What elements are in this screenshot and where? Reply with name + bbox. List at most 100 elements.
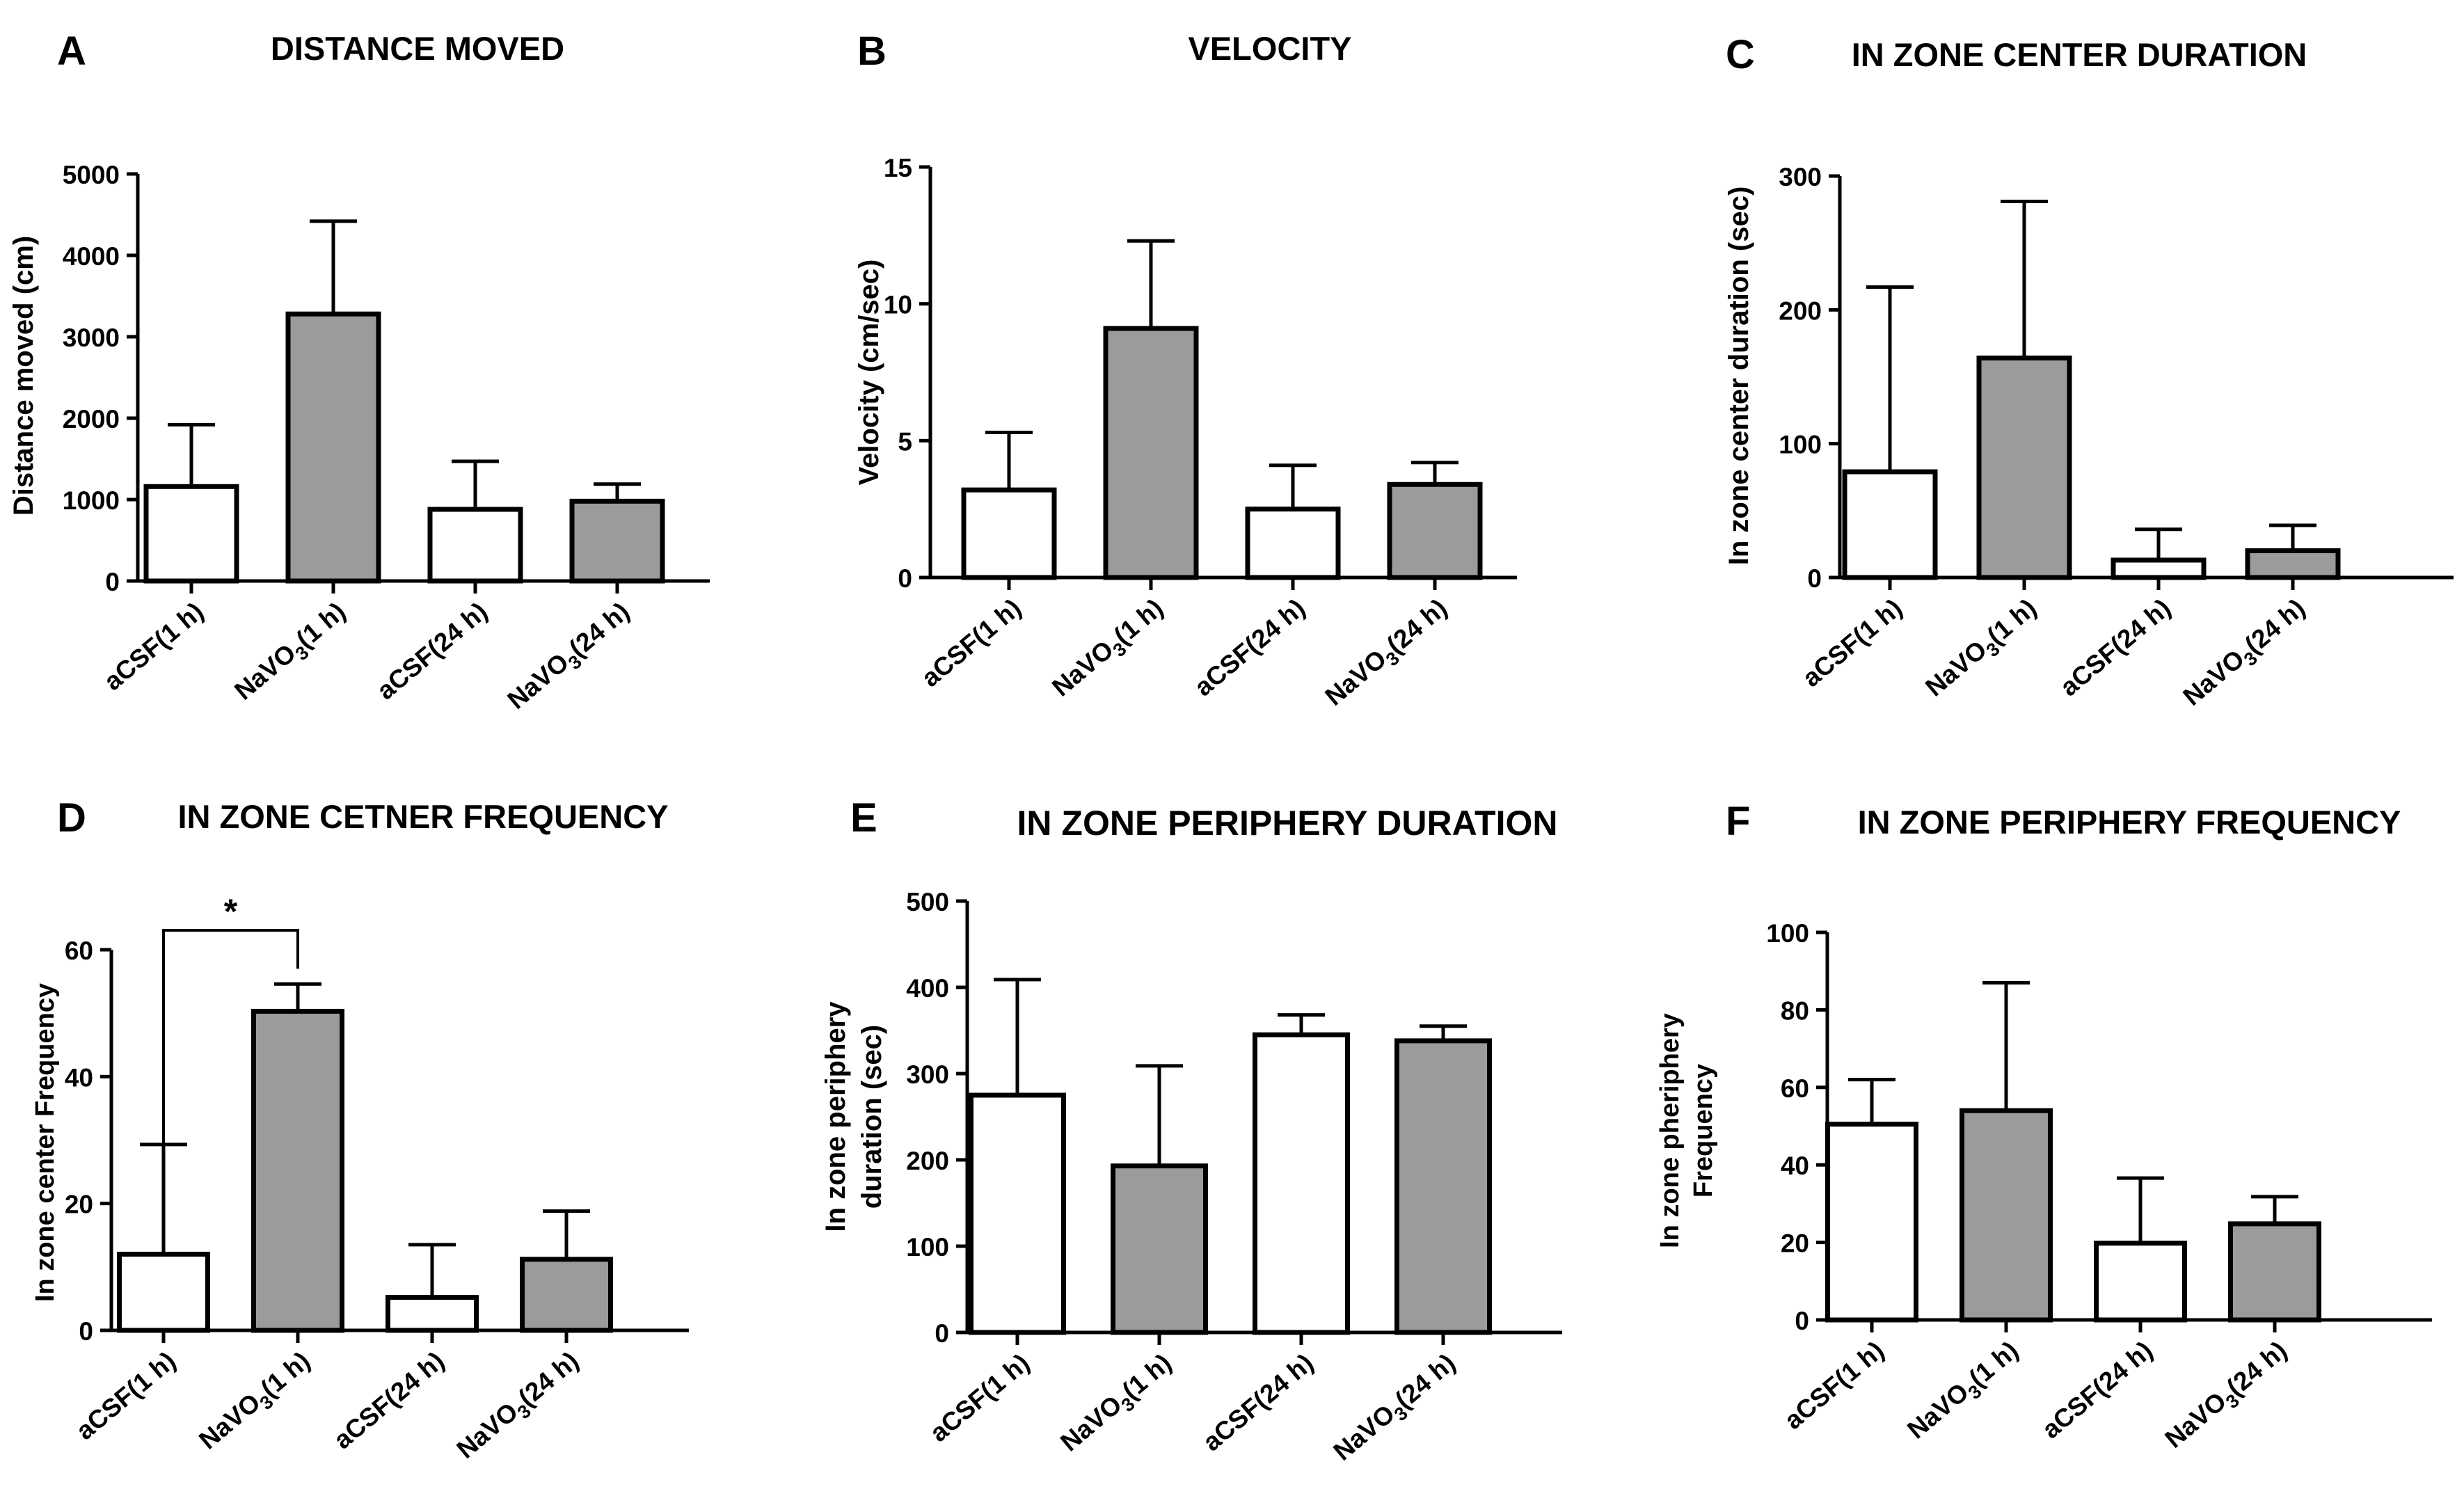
y-tick-label: 10: [884, 291, 912, 319]
panel-letter: E: [850, 795, 877, 841]
y-tick-label: 100: [1766, 919, 1809, 948]
x-tick-label: NaVO3(1 h): [193, 1346, 319, 1459]
chart-title: IN ZONE PERIPHERY DURATION: [1017, 804, 1558, 843]
x-tick-label: aCSF(24 h): [328, 1346, 450, 1455]
y-tick-label: 2000: [63, 405, 120, 433]
y-tick-label: 0: [79, 1317, 93, 1346]
chart-panel-a: A DISTANCE MOVED Distance moved (cm) 0 1000 2…: [8, 29, 710, 719]
bar: [969, 1092, 1066, 1335]
bar: [1111, 1163, 1208, 1335]
chart-title: DISTANCE MOVED: [271, 30, 564, 67]
y-tick-label: 200: [1779, 296, 1822, 325]
bar: [2228, 1221, 2321, 1323]
y-tick-label: 40: [65, 1063, 93, 1092]
bar: [1842, 469, 1938, 580]
bar: [569, 498, 665, 584]
y-tick-label: 100: [1779, 431, 1822, 459]
chart-panel-c: C IN ZONE CENTER DURATION In zone center d…: [1724, 32, 2454, 715]
x-tick-label: NaVO3(24 h): [2177, 594, 2314, 715]
bar: [1245, 507, 1341, 580]
y-axis-label: Distance moved (cm): [8, 236, 39, 516]
chart-panel-d: D IN ZONE CETNER FREQUENCY In zone center …: [31, 795, 689, 1468]
bar: [1825, 1122, 1918, 1323]
x-tick-label: NaVO3(1 h): [1920, 594, 2045, 706]
y-tick-label: 40: [1781, 1152, 1809, 1180]
y-axis-label: Frequency: [1689, 1064, 1718, 1197]
y-tick-label: 0: [935, 1319, 949, 1348]
y-axis-label: In zone periphery: [820, 1001, 851, 1232]
y-tick-label: 60: [65, 937, 93, 965]
x-tick-label: aCSF(24 h): [2037, 1336, 2158, 1444]
chart-title: IN ZONE CENTER DURATION: [1852, 36, 2307, 73]
y-tick-label: 0: [1795, 1307, 1809, 1335]
y-tick-label: 0: [105, 568, 120, 596]
bar: [427, 507, 523, 584]
bar: [1253, 1032, 1350, 1335]
y-tick-label: 4000: [63, 242, 120, 271]
panel-letter: D: [57, 795, 86, 841]
bar: [1103, 326, 1199, 580]
x-tick-label: NaVO3(24 h): [1328, 1348, 1464, 1470]
y-tick-label: 0: [1807, 564, 1822, 593]
x-tick-label: NaVO3(24 h): [451, 1346, 587, 1468]
chart-panel-f: F IN ZONE PERIPHERY FREQUENCY In zone pher…: [1655, 799, 2432, 1458]
bar: [1976, 356, 2072, 580]
panel-letter: B: [857, 29, 887, 74]
y-tick-label: 0: [898, 564, 912, 593]
x-tick-label: NaVO3(1 h): [229, 597, 354, 710]
bar: [1960, 1108, 2053, 1323]
y-tick-label: 1000: [63, 486, 120, 515]
x-tick-label: NaVO3(24 h): [2159, 1336, 2296, 1458]
y-tick-label: 300: [1779, 163, 1822, 191]
bar: [2111, 557, 2207, 580]
y-axis-label: duration (sec): [857, 1025, 887, 1209]
bar: [285, 311, 381, 584]
y-axis-label: In zone center duration (sec): [1724, 186, 1754, 566]
bar: [2245, 548, 2341, 580]
y-tick-label: 15: [884, 154, 912, 182]
y-tick-label: 60: [1781, 1074, 1809, 1103]
y-axis-label: In zone center Frequency: [31, 983, 60, 1302]
significance-star: *: [224, 892, 238, 931]
x-tick-label: NaVO3(24 h): [502, 597, 638, 719]
x-tick-label: aCSF(24 h): [1198, 1348, 1319, 1457]
chart-title: IN ZONE CETNER FREQUENCY: [177, 798, 668, 835]
significance-bracket: [162, 929, 299, 1145]
y-tick-label: 400: [906, 974, 949, 1003]
y-tick-label: 300: [906, 1060, 949, 1089]
x-tick-label: NaVO3(1 h): [1047, 594, 1172, 706]
y-tick-label: 20: [1781, 1229, 1809, 1258]
bar: [117, 1252, 210, 1333]
y-axis-label: Velocity (cm/sec): [854, 260, 884, 486]
y-tick-label: 3000: [63, 324, 120, 352]
x-tick-label: NaVO3(1 h): [1902, 1336, 2027, 1449]
panel-letter: A: [57, 29, 86, 74]
x-tick-label: aCSF(1 h): [1779, 1336, 1890, 1435]
x-tick-label: aCSF(24 h): [1189, 594, 1310, 702]
chart-title: IN ZONE PERIPHERY FREQUENCY: [1858, 804, 2401, 841]
x-tick-label: aCSF(24 h): [2055, 594, 2176, 702]
x-tick-label: NaVO3(24 h): [1319, 594, 1456, 715]
bar: [520, 1257, 613, 1333]
y-tick-label: 80: [1781, 996, 1809, 1025]
panel-letter: F: [1726, 799, 1750, 844]
x-tick-label: aCSF(24 h): [372, 597, 493, 706]
x-tick-label: aCSF(1 h): [916, 594, 1027, 692]
x-tick-label: aCSF(1 h): [99, 597, 209, 696]
bar: [251, 1008, 344, 1333]
bar: [1387, 481, 1483, 580]
x-tick-label: aCSF(1 h): [1797, 594, 1908, 692]
bar: [386, 1295, 479, 1333]
bar: [2094, 1241, 2187, 1323]
y-tick-label: 500: [906, 888, 949, 916]
y-tick-label: 100: [906, 1233, 949, 1261]
bar: [143, 484, 239, 584]
chart-panel-b: B VELOCITY Velocity (cm/sec) 0 5 10 15 aCSF(1 h…: [854, 29, 1517, 715]
y-tick-label: 20: [65, 1191, 93, 1219]
x-tick-label: aCSF(1 h): [925, 1348, 1035, 1447]
bar: [1394, 1038, 1492, 1335]
y-tick-label: 200: [906, 1147, 949, 1175]
chart-panel-e: E IN ZONE PERIPHERY DURATION In zone perip…: [820, 795, 1562, 1470]
chart-title: VELOCITY: [1188, 30, 1351, 67]
